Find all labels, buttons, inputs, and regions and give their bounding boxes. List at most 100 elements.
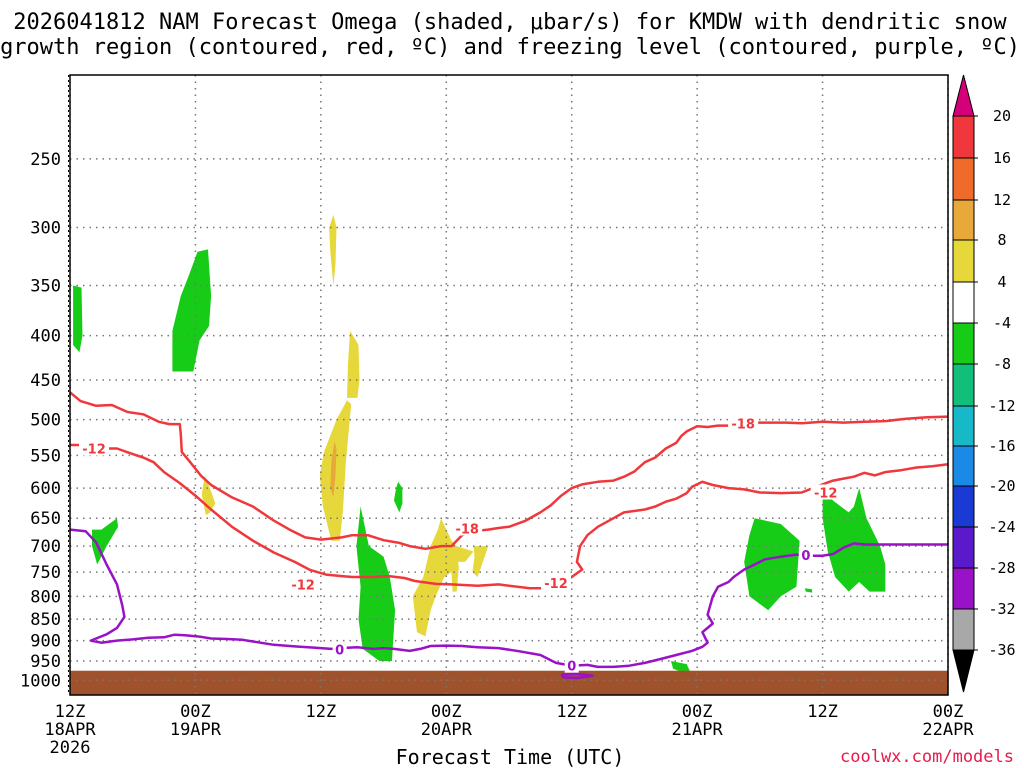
contour-label-bg	[452, 520, 483, 536]
y-tick-label: 1000	[20, 671, 61, 691]
y-tick-label: 550	[30, 446, 61, 466]
y-tick-label: 850	[30, 610, 61, 630]
contour-label-bg	[728, 415, 759, 431]
credit-label: coolwx.com/models	[840, 747, 1014, 767]
colorbar-segment	[952, 608, 975, 651]
x-tick-label: 00Z	[180, 702, 211, 722]
omega-region	[92, 518, 119, 565]
y-tick-label: 900	[30, 632, 61, 652]
omega-region	[347, 330, 360, 398]
x-tick-label: 20APR	[421, 720, 473, 740]
y-tick-label: 400	[30, 327, 61, 347]
x-tick-label: 00Z	[431, 702, 462, 722]
colorbar-segment	[952, 363, 975, 407]
x-tick-label: 00Z	[682, 702, 713, 722]
contour-label-bg	[798, 547, 813, 563]
y-tick-label: 350	[30, 276, 61, 296]
contour-label-bg	[79, 440, 110, 456]
contour-label: -12	[82, 443, 106, 458]
contour-label: -12	[291, 578, 315, 593]
colorbar-segment	[952, 199, 975, 241]
omega-region	[744, 518, 800, 611]
y-tick-label: 300	[30, 218, 61, 238]
colorbar-top-arrow	[952, 74, 975, 117]
contour-label-bg	[288, 576, 319, 592]
omega-region	[822, 488, 886, 592]
plot-background	[70, 75, 948, 695]
x-tick-label: 22APR	[922, 720, 974, 740]
contour-label: -12	[814, 487, 838, 502]
colorbar-label: -4	[993, 314, 1011, 332]
contour-label: 0	[335, 644, 344, 659]
y-tick-label: 250	[30, 150, 61, 170]
terrain-fill	[70, 670, 948, 695]
colorbar-label: -24	[988, 518, 1015, 536]
colorbar-segment	[952, 157, 975, 201]
contour-label: -18	[731, 417, 755, 432]
y-tick-label: 700	[30, 537, 61, 557]
x-tick-label: 12Z	[807, 702, 838, 722]
colorbar-segment	[952, 239, 975, 283]
contour-label-bg	[332, 641, 347, 657]
omega-region	[804, 588, 813, 593]
omega-region	[472, 546, 489, 577]
freezing-level-contour	[69, 528, 948, 669]
y-tick-label: 650	[30, 509, 61, 529]
colorbar-segment	[952, 322, 975, 365]
omega-region	[356, 506, 396, 661]
colorbar-segment	[952, 485, 975, 528]
colorbar-label: -20	[988, 477, 1015, 495]
colorbar-segment	[952, 281, 975, 324]
y-tick-label: 500	[30, 411, 61, 431]
colorbar-segment	[952, 445, 975, 487]
colorbar-label: -12	[988, 397, 1015, 415]
colorbar-label: 8	[997, 231, 1006, 249]
colorbar-label: -28	[988, 559, 1015, 577]
x-tick-label: 19APR	[170, 720, 222, 740]
colorbar-segment	[952, 526, 975, 569]
colorbar-segment	[952, 567, 975, 610]
omega-region	[329, 214, 337, 286]
x-tick-label: 12Z	[305, 702, 336, 722]
contour-label: 0	[801, 549, 810, 564]
colorbar-segment	[952, 115, 975, 159]
y-tick-label: 600	[30, 479, 61, 499]
omega-region	[330, 441, 337, 498]
y-tick-label: 950	[30, 652, 61, 672]
x-tick-label: 21APR	[672, 720, 724, 740]
colorbar-segment	[952, 405, 975, 447]
y-tick-label: 800	[30, 587, 61, 607]
x-tick-label: 18APR	[44, 720, 96, 740]
contour-label: -12	[544, 577, 568, 592]
colorbar-label: 20	[993, 107, 1011, 125]
contour-label: 0	[567, 660, 576, 675]
plot-frame	[69, 74, 949, 696]
y-tick-label: 750	[30, 563, 61, 583]
colorbar-label: -16	[988, 437, 1015, 455]
colorbar-bottom-arrow	[952, 649, 975, 693]
contour-label-bg	[564, 657, 579, 673]
colorbar-label: -8	[993, 355, 1011, 373]
x-tick-label: 12Z	[55, 702, 86, 722]
x-tick-label: 12Z	[556, 702, 587, 722]
colorbar-label: 4	[997, 273, 1006, 291]
colorbar-label: 16	[993, 149, 1011, 167]
contour-label-bg	[810, 484, 841, 500]
omega-region	[451, 546, 459, 592]
x-axis-label: Forecast Time (UTC)	[396, 745, 625, 768]
omega-region	[412, 518, 474, 637]
contour-label: -18	[455, 523, 479, 538]
plot-area: -12 -12 -18 -12 -18 -12 0 0 0 250 300 350 400 450 500 5…	[20, 74, 1016, 758]
x-tick-label: 2026	[50, 738, 91, 758]
omega-region	[73, 285, 83, 353]
colorbar-label: -32	[988, 600, 1015, 618]
chart-title-line2: growth region (contoured, red, ºC) and f…	[0, 35, 1020, 60]
y-tick-label: 450	[30, 371, 61, 391]
colorbar-label: 12	[993, 191, 1011, 209]
contour-label-bg	[541, 574, 572, 590]
x-tick-label: 00Z	[933, 702, 964, 722]
omega-region	[671, 661, 690, 672]
colorbar-label: -36	[988, 641, 1015, 659]
freezing-level-contour	[560, 672, 594, 680]
